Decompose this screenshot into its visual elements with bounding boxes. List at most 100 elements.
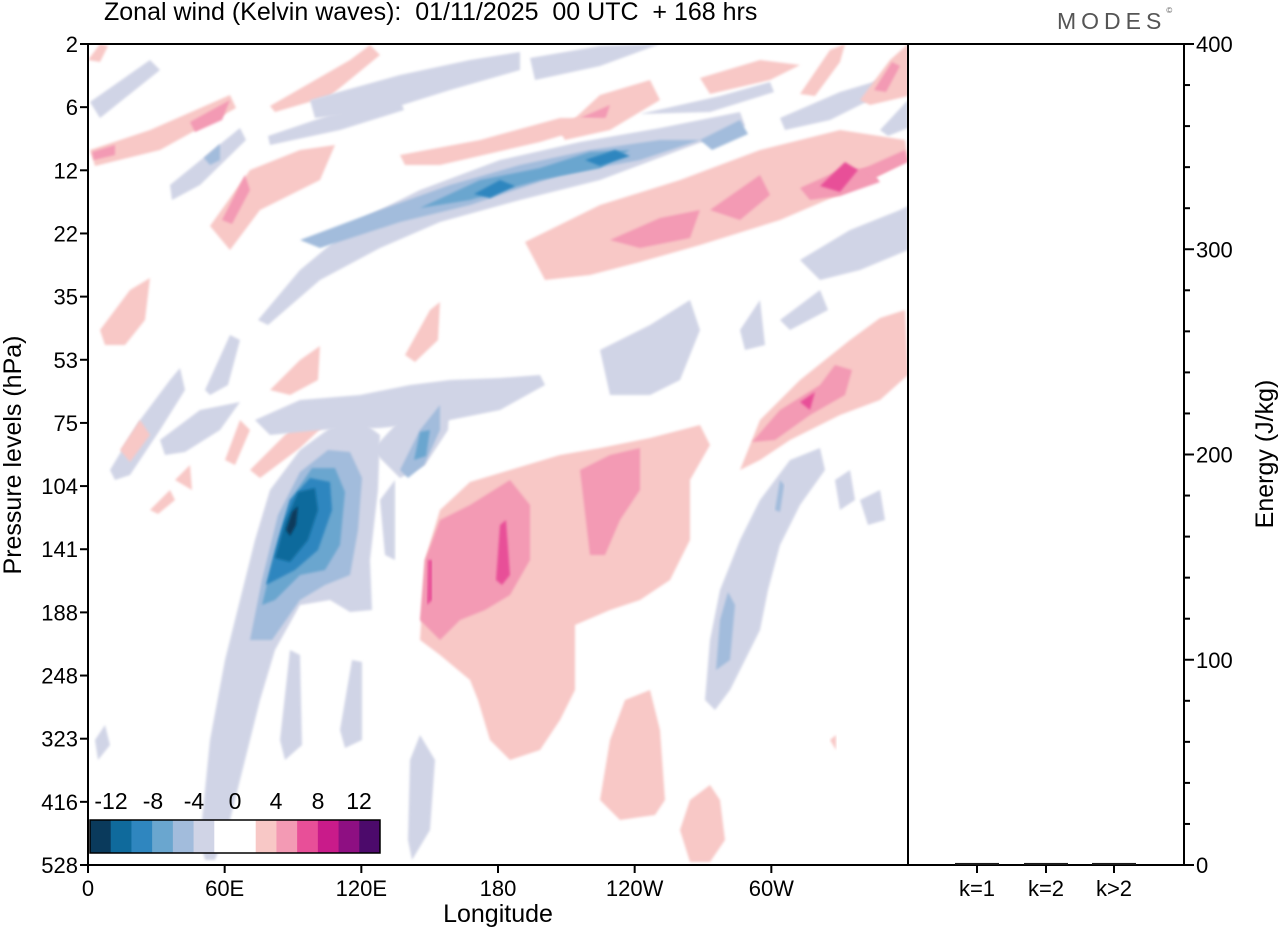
colorbar-swatch xyxy=(131,820,153,853)
energy-tick-label: 0 xyxy=(1196,853,1208,878)
contour-region xyxy=(100,278,150,345)
contour-region xyxy=(380,480,395,560)
colorbar-swatch xyxy=(338,820,360,853)
contour-region xyxy=(880,100,908,136)
energy-tick-label: 300 xyxy=(1196,237,1233,262)
contour-region xyxy=(372,395,450,478)
energy-axis-label: Energy (J/kg) xyxy=(1251,380,1279,529)
contour-region xyxy=(800,206,908,280)
contour-region xyxy=(222,175,250,224)
brand-mark: © xyxy=(1166,6,1173,15)
contour-region xyxy=(820,162,858,192)
energy-bar xyxy=(1092,862,1136,865)
contour-region xyxy=(170,128,246,200)
y-tick-label: 2 xyxy=(66,32,78,57)
colorbar-swatch xyxy=(90,820,112,853)
colorbar-swatch xyxy=(235,820,257,853)
contour-region xyxy=(150,490,175,514)
contour-region xyxy=(800,44,845,96)
y-tick-label: 35 xyxy=(54,285,78,310)
contour-region xyxy=(585,150,630,166)
energy-tick-label: 400 xyxy=(1196,32,1233,57)
energy-category-label: k=1 xyxy=(959,876,995,901)
y-tick-label: 22 xyxy=(54,221,78,246)
colorbar-swatch xyxy=(255,820,277,853)
colorbar-swatch xyxy=(193,820,215,853)
x-tick-label: 180 xyxy=(480,876,517,901)
y-axis: 2 6 12 22 35 53 75 104 141 188 248 323 416 528 xyxy=(41,32,88,878)
contour-region xyxy=(780,80,880,130)
colorbar-swatch xyxy=(359,820,381,853)
contour-region xyxy=(270,45,380,112)
y-tick-label: 248 xyxy=(41,664,78,689)
contour-region xyxy=(800,392,815,410)
x-tick-label: 120W xyxy=(606,876,664,901)
colorbar-swatch xyxy=(110,820,132,853)
colorbar-swatch xyxy=(317,820,340,853)
colorbar-label: -8 xyxy=(143,788,163,814)
contour-region xyxy=(190,100,230,132)
contour-region xyxy=(860,490,885,525)
contour-region xyxy=(90,60,160,118)
y-tick-label: 188 xyxy=(41,600,78,625)
x-tick-label: 60W xyxy=(749,876,794,901)
energy-category-label: k=2 xyxy=(1028,876,1064,901)
x-axis-label: Longitude xyxy=(443,900,553,928)
y-tick-label: 53 xyxy=(54,348,78,373)
contour-region xyxy=(740,300,765,350)
contour-region xyxy=(90,95,236,166)
chart-title: Zonal wind (Kelvin waves): 01/11/2025 00… xyxy=(104,0,758,26)
contour-region xyxy=(405,302,440,362)
contour-region xyxy=(580,448,640,555)
contour-region xyxy=(255,375,545,435)
contour-region xyxy=(92,145,115,160)
y-tick-label: 323 xyxy=(41,727,78,752)
contour-region xyxy=(600,690,665,820)
contour-region xyxy=(95,725,110,760)
energy-plot-frame xyxy=(907,43,1185,866)
contour-region xyxy=(580,105,610,120)
energy-bar xyxy=(955,862,999,865)
brand-name: MODES xyxy=(1057,8,1167,34)
y-tick-label: 141 xyxy=(41,537,78,562)
colorbar-label: 8 xyxy=(312,788,325,814)
contour-region xyxy=(270,346,320,395)
x-tick-label: 60E xyxy=(205,876,244,901)
contour-region xyxy=(204,144,220,165)
contour-region xyxy=(705,448,825,710)
contour-region xyxy=(600,300,700,395)
colorbar-label: -4 xyxy=(184,788,205,814)
contour-region xyxy=(88,44,108,62)
colorbar: -12 -8 -4 0 4 8 12 xyxy=(89,788,381,854)
contour-region xyxy=(530,44,660,80)
contour-region xyxy=(286,506,298,536)
brand-logo: MODES© xyxy=(1057,6,1173,35)
contour-region xyxy=(427,560,432,605)
energy-bars: k=1 k=2 k>2 xyxy=(955,862,1136,901)
colorbar-swatch xyxy=(276,820,298,853)
contour-region xyxy=(700,120,748,150)
energy-tick-label: 100 xyxy=(1196,648,1233,673)
contour-region xyxy=(225,420,250,465)
contour-field xyxy=(88,44,908,862)
x-axis: 0 60E 120E 180 120W 60W xyxy=(82,865,794,901)
contour-region xyxy=(258,112,745,325)
contour-region xyxy=(400,118,620,165)
contour-region xyxy=(420,150,630,208)
x-tick-label: 120E xyxy=(336,876,387,901)
contour-region xyxy=(414,430,430,460)
contour-region xyxy=(496,520,510,585)
contour-region xyxy=(160,402,240,455)
contour-region xyxy=(835,470,855,510)
y-tick-label: 528 xyxy=(41,853,78,878)
contour-region xyxy=(420,480,530,640)
y-tick-label: 12 xyxy=(54,158,78,183)
contour-region xyxy=(710,175,770,220)
contour-region xyxy=(210,145,335,250)
colorbar-label: 12 xyxy=(346,788,372,814)
colorbar-swatch xyxy=(152,820,174,853)
contour-region xyxy=(874,62,900,92)
contour-region xyxy=(610,210,700,248)
contour-region xyxy=(205,335,240,395)
